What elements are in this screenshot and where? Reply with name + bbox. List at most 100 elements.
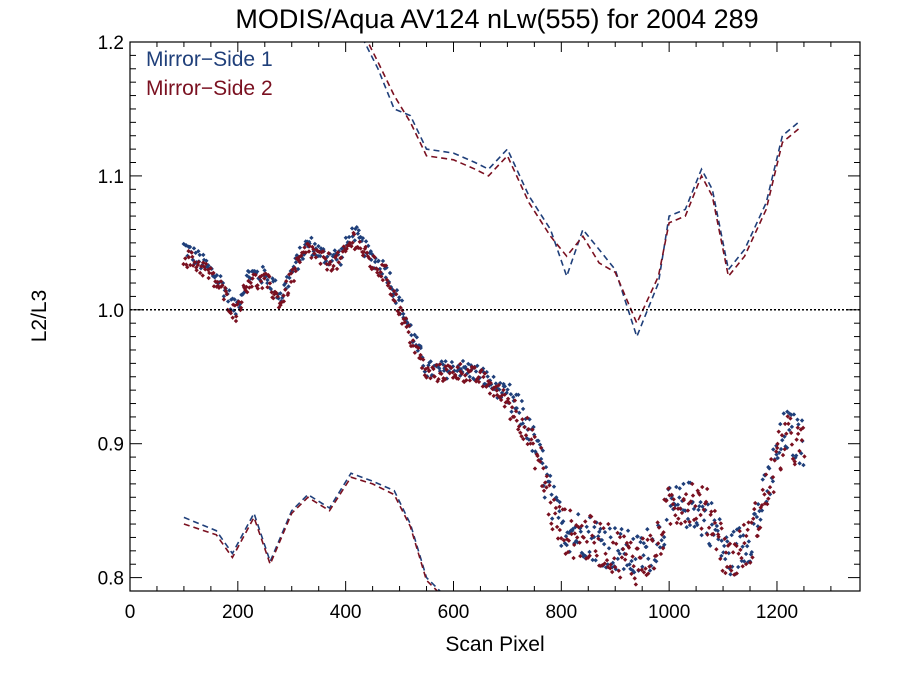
series-1-point bbox=[265, 277, 270, 283]
series-1-point bbox=[380, 258, 386, 264]
series-2-point bbox=[349, 244, 354, 249]
series-2-point bbox=[693, 516, 699, 521]
series-2-point bbox=[528, 441, 533, 446]
series-1-point bbox=[793, 453, 799, 458]
series-2-point bbox=[215, 283, 221, 289]
series-2-point bbox=[802, 454, 807, 459]
series-1-point bbox=[696, 507, 701, 513]
series-2-point bbox=[568, 508, 573, 513]
series-2-point bbox=[770, 474, 776, 480]
x-axis: 0 200 400 600 800 1000 1200 bbox=[125, 42, 832, 623]
series-2-point bbox=[569, 518, 574, 524]
series-2-point bbox=[699, 526, 704, 531]
series-1-point bbox=[764, 499, 769, 504]
series-2-point bbox=[211, 270, 216, 276]
series-2-point bbox=[543, 480, 548, 485]
series-1-point bbox=[372, 259, 378, 265]
x-tick-label: 400 bbox=[330, 602, 362, 623]
series-2-point bbox=[541, 488, 547, 493]
series-2-point bbox=[740, 564, 745, 569]
series-2-point bbox=[427, 368, 432, 373]
series-1-point bbox=[661, 534, 667, 540]
series-1-point bbox=[598, 526, 603, 532]
series-1-point bbox=[641, 553, 646, 558]
series-1-point bbox=[584, 524, 589, 530]
series-1-point bbox=[262, 268, 267, 273]
series-2-point bbox=[502, 404, 507, 409]
series-2-point bbox=[683, 491, 689, 497]
series-2-point bbox=[600, 563, 605, 568]
series-2-point bbox=[439, 371, 444, 376]
series-1-point bbox=[548, 473, 553, 479]
series-2-point bbox=[281, 293, 286, 298]
series-2-point bbox=[562, 507, 568, 512]
series-1-point bbox=[221, 294, 227, 299]
series-2-point bbox=[244, 289, 250, 295]
series-2-point bbox=[522, 424, 527, 430]
series-2-point bbox=[330, 267, 335, 272]
series-1-point bbox=[191, 246, 197, 251]
series-2-point bbox=[222, 285, 228, 291]
series-1-point bbox=[338, 262, 343, 267]
series-1-point bbox=[790, 453, 796, 458]
series-2-point bbox=[593, 548, 598, 554]
series-1-point bbox=[664, 517, 669, 523]
series-1-point bbox=[596, 534, 601, 539]
series-1-point bbox=[728, 572, 733, 577]
series-2-point bbox=[686, 501, 691, 506]
x-tick-label: 1200 bbox=[756, 602, 798, 623]
series-2-point bbox=[378, 269, 383, 275]
series-2-point bbox=[482, 371, 487, 376]
series-1-point bbox=[578, 529, 583, 534]
series-1-point bbox=[547, 479, 552, 485]
series-1-point bbox=[687, 522, 693, 528]
series-1-point bbox=[412, 332, 417, 338]
series-1-point bbox=[612, 525, 618, 531]
series-1-point bbox=[549, 492, 554, 497]
series-1-point bbox=[577, 526, 583, 531]
series-2-point bbox=[608, 566, 613, 571]
series-2-point bbox=[591, 540, 597, 545]
series-1-point bbox=[603, 565, 609, 570]
series-1-point bbox=[754, 514, 760, 520]
series-1-point bbox=[684, 525, 689, 530]
series-2-point bbox=[576, 524, 581, 530]
series-2-point bbox=[455, 365, 460, 370]
series-1-point bbox=[564, 542, 569, 548]
series-2-point bbox=[690, 481, 695, 487]
series-1-point bbox=[677, 495, 682, 500]
series-2-point bbox=[596, 536, 601, 541]
series-2-point bbox=[610, 540, 616, 545]
series-2-point bbox=[476, 379, 482, 385]
series-2-point bbox=[484, 384, 489, 389]
series-2-point bbox=[646, 571, 651, 576]
series-2-point bbox=[444, 367, 449, 372]
series-1-point bbox=[736, 564, 741, 570]
series-2-point bbox=[572, 531, 578, 536]
series-2-point bbox=[507, 400, 512, 406]
series-2-point bbox=[749, 520, 754, 525]
series-2-point bbox=[673, 513, 678, 518]
series-1-point bbox=[542, 495, 547, 500]
series-2-point bbox=[358, 246, 363, 251]
series-1-point bbox=[491, 374, 496, 380]
series-2-point bbox=[710, 531, 716, 537]
series-1-point bbox=[268, 286, 274, 292]
series-2-point bbox=[723, 550, 729, 555]
series-1-point bbox=[796, 422, 801, 427]
series-2-point bbox=[645, 537, 650, 542]
series-1-point bbox=[627, 562, 632, 567]
series-2-point bbox=[491, 393, 496, 399]
series-2-point bbox=[319, 250, 324, 255]
series-1-point bbox=[409, 332, 414, 338]
series-2-point bbox=[745, 527, 750, 532]
y-tick-label: 1.2 bbox=[98, 33, 124, 54]
series-1-point bbox=[631, 536, 636, 542]
series-1-point bbox=[613, 567, 618, 572]
series-2-point bbox=[333, 255, 338, 260]
series-1-point bbox=[778, 446, 784, 452]
series-1-point bbox=[507, 382, 512, 387]
series-2-point bbox=[255, 286, 261, 291]
series-1-point bbox=[770, 479, 776, 484]
series-1-point bbox=[517, 410, 522, 415]
